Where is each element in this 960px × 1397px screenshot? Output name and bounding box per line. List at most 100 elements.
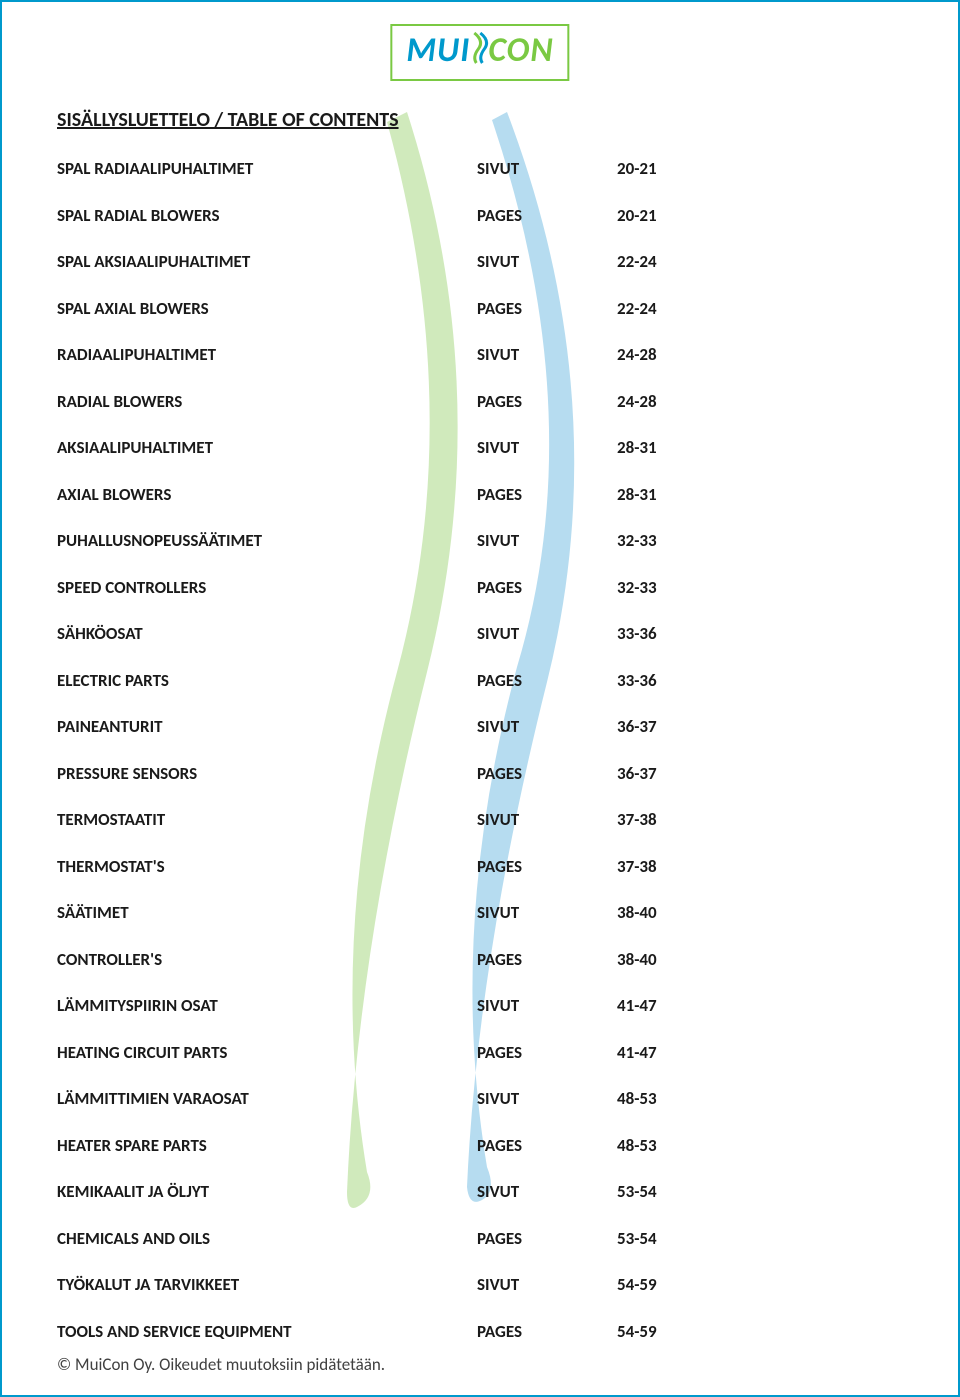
toc-row: HEATING CIRCUIT PARTSPAGES41-47 [57, 1042, 903, 1063]
toc-pages: 37-38 [617, 809, 737, 830]
toc-pages: 28-31 [617, 484, 737, 505]
toc-row: ELECTRIC PARTSPAGES33-36 [57, 670, 903, 691]
toc-unit: PAGES [477, 763, 617, 784]
toc-title: THERMOSTAT'S [57, 856, 477, 877]
logo-text-left: MUI [406, 30, 470, 71]
toc-pages: 48-53 [617, 1088, 737, 1109]
toc-row: TYÖKALUT JA TARVIKKEETSIVUT54-59 [57, 1274, 903, 1295]
toc-unit: PAGES [477, 1135, 617, 1156]
toc-unit: SIVUT [477, 530, 617, 551]
toc-title: HEATER SPARE PARTS [57, 1135, 477, 1156]
toc-row: SPAL AKSIAALIPUHALTIMETSIVUT22-24 [57, 251, 903, 272]
toc-row: AXIAL BLOWERSPAGES28-31 [57, 484, 903, 505]
toc-row: PRESSURE SENSORSPAGES36-37 [57, 763, 903, 784]
toc-pages: 41-47 [617, 995, 737, 1016]
toc-title: RADIAALIPUHALTIMET [57, 344, 477, 365]
toc-pages: 53-54 [617, 1181, 737, 1202]
toc-unit: SIVUT [477, 251, 617, 272]
toc-title: SÄHKÖOSAT [57, 623, 477, 644]
toc-pages: 54-59 [617, 1274, 737, 1295]
toc-title: SPAL RADIAALIPUHALTIMET [57, 158, 477, 179]
toc-row: SPAL AXIAL BLOWERSPAGES22-24 [57, 298, 903, 319]
footer-text: © MuiCon Oy. Oikeudet muutoksiin pidätet… [57, 1354, 385, 1375]
toc-row: LÄMMITYSPIIRIN OSATSIVUT41-47 [57, 995, 903, 1016]
toc-row: SÄHKÖOSATSIVUT33-36 [57, 623, 903, 644]
toc-pages: 28-31 [617, 437, 737, 458]
toc-unit: SIVUT [477, 344, 617, 365]
logo-box: MUI CON [390, 24, 569, 81]
toc-unit: SIVUT [477, 809, 617, 830]
toc-row: PAINEANTURITSIVUT36-37 [57, 716, 903, 737]
toc-unit: PAGES [477, 949, 617, 970]
toc-title: KEMIKAALIT JA ÖLJYT [57, 1181, 477, 1202]
toc-row: TERMOSTAATITSIVUT37-38 [57, 809, 903, 830]
toc-pages: 32-33 [617, 577, 737, 598]
toc-title: SPEED CONTROLLERS [57, 577, 477, 598]
toc-row: SPEED CONTROLLERSPAGES32-33 [57, 577, 903, 598]
toc-unit: PAGES [477, 205, 617, 226]
toc-row: TOOLS AND SERVICE EQUIPMENTPAGES54-59 [57, 1321, 903, 1342]
toc-unit: PAGES [477, 670, 617, 691]
toc-pages: 20-21 [617, 158, 737, 179]
toc-pages: 37-38 [617, 856, 737, 877]
toc-row: KEMIKAALIT JA ÖLJYTSIVUT53-54 [57, 1181, 903, 1202]
toc-pages: 24-28 [617, 391, 737, 412]
toc-pages: 24-28 [617, 344, 737, 365]
toc-pages: 20-21 [617, 205, 737, 226]
toc-unit: SIVUT [477, 995, 617, 1016]
toc-row: SÄÄTIMETSIVUT38-40 [57, 902, 903, 923]
toc-pages: 36-37 [617, 763, 737, 784]
toc-row: AKSIAALIPUHALTIMETSIVUT28-31 [57, 437, 903, 458]
toc-unit: SIVUT [477, 716, 617, 737]
toc-unit: PAGES [477, 484, 617, 505]
toc-unit: PAGES [477, 856, 617, 877]
toc-title: CHEMICALS AND OILS [57, 1228, 477, 1249]
toc-pages: 38-40 [617, 902, 737, 923]
toc-pages: 53-54 [617, 1228, 737, 1249]
toc-row: SPAL RADIAL BLOWERSPAGES20-21 [57, 205, 903, 226]
toc-pages: 33-36 [617, 623, 737, 644]
toc-row: PUHALLUSNOPEUSSÄÄTIMETSIVUT32-33 [57, 530, 903, 551]
toc-title: HEATING CIRCUIT PARTS [57, 1042, 477, 1063]
toc-row: RADIAL BLOWERSPAGES24-28 [57, 391, 903, 412]
logo-swoosh-icon [468, 31, 490, 75]
toc-row: LÄMMITTIMIEN VARAOSATSIVUT48-53 [57, 1088, 903, 1109]
toc-title: ELECTRIC PARTS [57, 670, 477, 691]
toc-unit: SIVUT [477, 902, 617, 923]
toc-title: AXIAL BLOWERS [57, 484, 477, 505]
toc-title: TYÖKALUT JA TARVIKKEET [57, 1274, 477, 1295]
toc-title: CONTROLLER'S [57, 949, 477, 970]
toc-unit: SIVUT [477, 437, 617, 458]
page-title: SISÄLLYSLUETTELO / TABLE OF CONTENTS [57, 108, 903, 132]
toc-unit: PAGES [477, 391, 617, 412]
toc-unit: PAGES [477, 298, 617, 319]
toc-unit: SIVUT [477, 158, 617, 179]
toc-pages: 41-47 [617, 1042, 737, 1063]
toc-title: SPAL RADIAL BLOWERS [57, 205, 477, 226]
toc-title: SÄÄTIMET [57, 902, 477, 923]
toc-pages: 22-24 [617, 298, 737, 319]
toc-unit: SIVUT [477, 1274, 617, 1295]
toc-pages: 48-53 [617, 1135, 737, 1156]
toc-title: TERMOSTAATIT [57, 809, 477, 830]
toc-pages: 38-40 [617, 949, 737, 970]
toc-pages: 22-24 [617, 251, 737, 272]
toc-unit: PAGES [477, 1321, 617, 1342]
toc-title: SPAL AKSIAALIPUHALTIMET [57, 251, 477, 272]
toc-unit: PAGES [477, 1042, 617, 1063]
toc-unit: PAGES [477, 577, 617, 598]
logo-text-right: CON [488, 30, 553, 71]
logo-text: MUI CON [406, 30, 553, 71]
toc-title: TOOLS AND SERVICE EQUIPMENT [57, 1321, 477, 1342]
toc-unit: SIVUT [477, 1181, 617, 1202]
toc-row: THERMOSTAT'SPAGES37-38 [57, 856, 903, 877]
toc-unit: SIVUT [477, 1088, 617, 1109]
toc-pages: 33-36 [617, 670, 737, 691]
toc-row: CHEMICALS AND OILSPAGES53-54 [57, 1228, 903, 1249]
toc-title: LÄMMITTIMIEN VARAOSAT [57, 1088, 477, 1109]
toc-title: PUHALLUSNOPEUSSÄÄTIMET [57, 530, 477, 551]
table-of-contents: SPAL RADIAALIPUHALTIMETSIVUT20-21SPAL RA… [57, 158, 903, 1342]
toc-row: CONTROLLER'SPAGES38-40 [57, 949, 903, 970]
toc-row: SPAL RADIAALIPUHALTIMETSIVUT20-21 [57, 158, 903, 179]
toc-title: AKSIAALIPUHALTIMET [57, 437, 477, 458]
